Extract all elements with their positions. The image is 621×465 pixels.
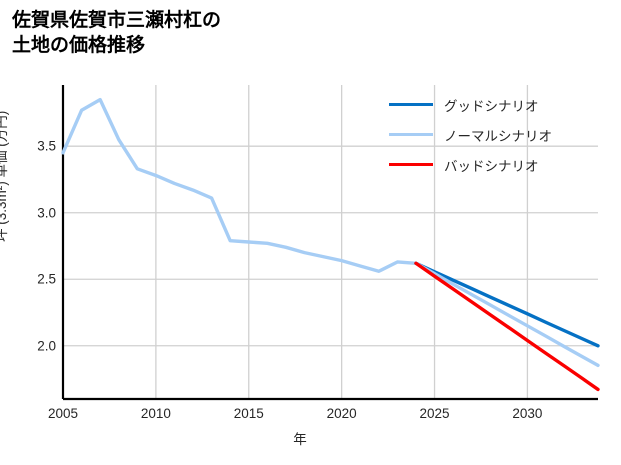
x-tick-label: 2025 <box>419 406 450 421</box>
x-tick-label: 2005 <box>47 406 79 421</box>
series-line <box>414 261 600 348</box>
x-tick-label: 2020 <box>326 406 357 421</box>
y-tick-label: 3.5 <box>37 138 56 154</box>
chart-legend: グッドシナリオ ノーマルシナリオ バッドシナリオ <box>389 92 604 182</box>
y-tick-label: 2.5 <box>37 271 56 287</box>
chart-title: 佐賀県佐賀市三瀬村杠の 土地の価格推移 <box>12 10 222 57</box>
y-tick-label: 3.0 <box>37 205 56 221</box>
series-line <box>414 261 600 368</box>
x-tick-label: 2015 <box>233 406 264 421</box>
x-tick-label: 2030 <box>512 406 543 421</box>
series-line <box>414 261 600 392</box>
legend-label: バッドシナリオ <box>444 158 539 174</box>
x-axis-label: 年 <box>293 432 307 447</box>
legend-item[interactable]: バッドシナリオ <box>389 152 604 177</box>
series-line <box>61 97 418 273</box>
y-axis-label: 坪 (3.3m²) 単価 (万円) <box>0 110 9 242</box>
legend-color-swatch <box>389 102 433 107</box>
legend-item[interactable]: グッドシナリオ <box>389 92 604 117</box>
legend-color-swatch <box>389 132 433 137</box>
y-tick-label: 2.0 <box>37 338 56 354</box>
data-series-group <box>61 97 600 392</box>
axis-spines <box>61 85 598 401</box>
legend-color-swatch <box>389 162 433 167</box>
legend-label: ノーマルシナリオ <box>444 128 552 144</box>
legend-item[interactable]: ノーマルシナリオ <box>389 122 604 147</box>
legend-label: グッドシナリオ <box>444 98 539 114</box>
x-tick-label: 2010 <box>140 406 171 421</box>
